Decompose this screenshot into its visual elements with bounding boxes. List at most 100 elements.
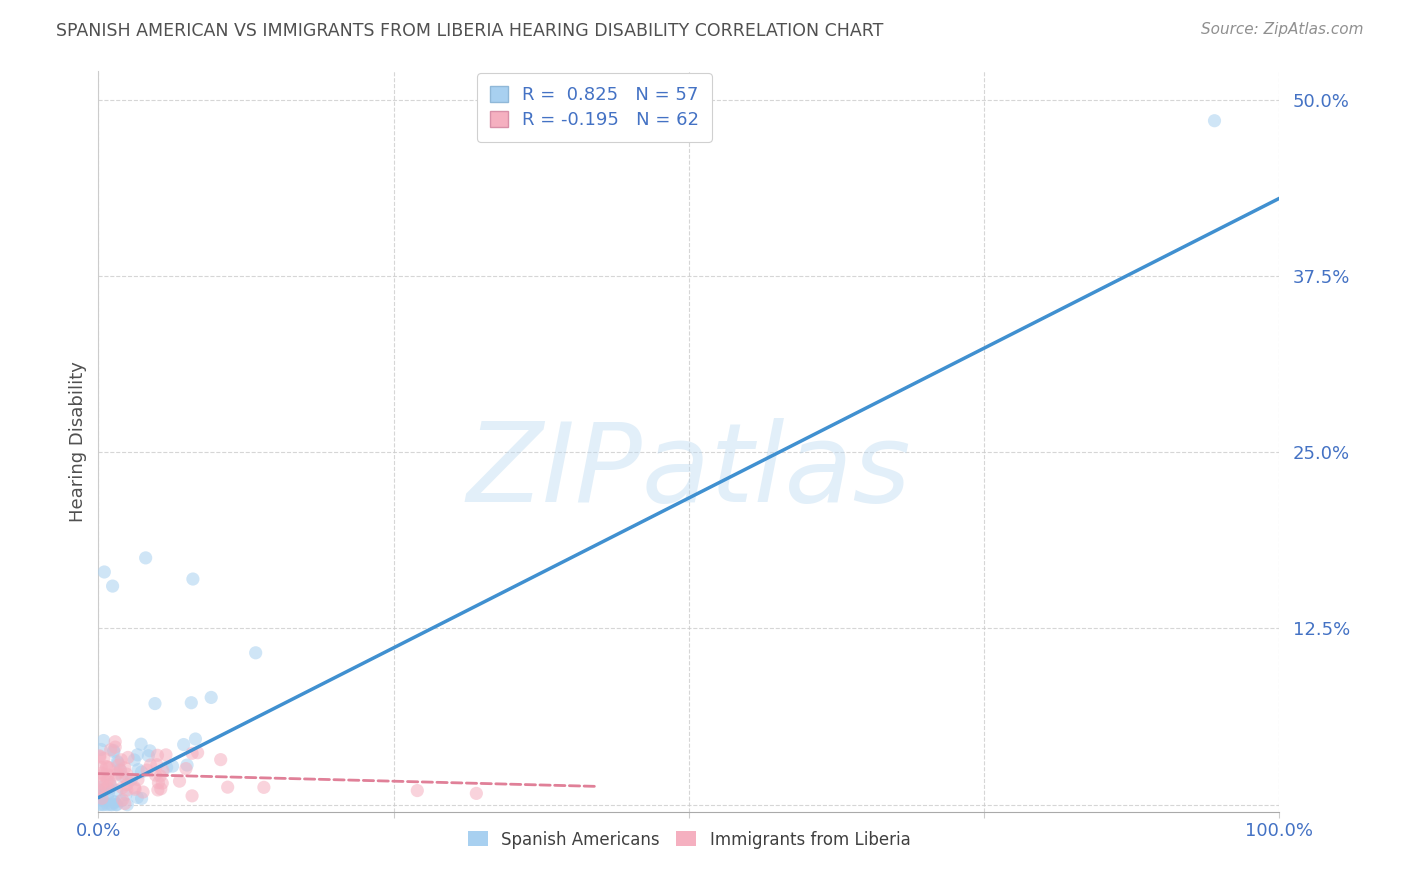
Point — [124, 782, 146, 797]
Point — [89, 750, 111, 764]
Point — [127, 772, 149, 787]
Y-axis label: Hearing Disability: Hearing Disability — [69, 361, 87, 522]
Point — [104, 795, 127, 809]
Point — [127, 763, 149, 777]
Point — [89, 769, 111, 783]
Point — [89, 781, 111, 796]
Point — [111, 769, 134, 783]
Point — [100, 743, 122, 757]
Point — [103, 745, 125, 759]
Point — [93, 794, 115, 808]
Point — [96, 760, 118, 774]
Point — [104, 740, 127, 755]
Text: Source: ZipAtlas.com: Source: ZipAtlas.com — [1201, 22, 1364, 37]
Point — [146, 748, 169, 763]
Point — [138, 748, 160, 763]
Point — [96, 773, 118, 788]
Point — [135, 550, 157, 565]
Point — [105, 768, 128, 782]
Point — [114, 761, 136, 775]
Point — [110, 753, 132, 767]
Point — [94, 769, 117, 783]
Point — [162, 759, 184, 773]
Point — [93, 751, 115, 765]
Point — [139, 758, 162, 772]
Point — [209, 753, 232, 767]
Point — [143, 697, 166, 711]
Point — [150, 776, 173, 790]
Point — [101, 579, 124, 593]
Point — [91, 780, 114, 794]
Point — [145, 768, 167, 782]
Point — [89, 789, 111, 803]
Point — [111, 780, 134, 795]
Point — [181, 746, 204, 760]
Point — [98, 775, 121, 789]
Point — [184, 731, 207, 746]
Point — [174, 762, 197, 776]
Point — [176, 758, 198, 772]
Point — [1204, 113, 1226, 128]
Point — [173, 738, 195, 752]
Point — [146, 757, 169, 772]
Point — [104, 735, 127, 749]
Point — [117, 750, 139, 764]
Point — [115, 778, 138, 792]
Point — [90, 766, 112, 780]
Point — [97, 786, 120, 800]
Point — [89, 782, 111, 797]
Point — [122, 753, 145, 767]
Point — [465, 786, 488, 800]
Point — [97, 768, 120, 782]
Point — [91, 797, 114, 812]
Point — [89, 797, 111, 812]
Point — [115, 788, 138, 802]
Point — [131, 791, 153, 805]
Point — [155, 747, 177, 762]
Point — [139, 744, 162, 758]
Point — [89, 791, 111, 805]
Point — [149, 781, 172, 796]
Point — [117, 797, 139, 812]
Point — [105, 783, 128, 797]
Point — [114, 797, 136, 811]
Point — [181, 572, 204, 586]
Point — [148, 776, 170, 790]
Point — [200, 690, 222, 705]
Point — [100, 797, 122, 812]
Point — [105, 797, 128, 812]
Point — [127, 790, 149, 805]
Point — [152, 764, 174, 778]
Point — [108, 763, 131, 777]
Point — [107, 756, 129, 770]
Point — [105, 766, 128, 780]
Point — [93, 797, 115, 812]
Text: ZIPatlas: ZIPatlas — [467, 417, 911, 524]
Point — [103, 743, 125, 757]
Point — [115, 772, 138, 786]
Point — [91, 783, 114, 797]
Point — [127, 747, 149, 762]
Point — [93, 733, 115, 747]
Point — [406, 783, 429, 797]
Point — [96, 759, 118, 773]
Point — [180, 696, 202, 710]
Legend: Spanish Americans, Immigrants from Liberia: Spanish Americans, Immigrants from Liber… — [461, 824, 917, 855]
Text: SPANISH AMERICAN VS IMMIGRANTS FROM LIBERIA HEARING DISABILITY CORRELATION CHART: SPANISH AMERICAN VS IMMIGRANTS FROM LIBE… — [56, 22, 883, 40]
Point — [96, 797, 118, 812]
Point — [98, 777, 121, 791]
Point — [105, 797, 128, 812]
Point — [97, 761, 120, 775]
Point — [115, 783, 138, 797]
Point — [217, 780, 239, 794]
Point — [90, 760, 112, 774]
Point — [131, 764, 153, 779]
Point — [98, 782, 121, 797]
Point — [89, 748, 111, 763]
Point — [110, 794, 132, 808]
Point — [97, 793, 120, 807]
Point — [111, 793, 134, 807]
Point — [107, 758, 129, 772]
Point — [156, 760, 179, 774]
Point — [101, 797, 124, 812]
